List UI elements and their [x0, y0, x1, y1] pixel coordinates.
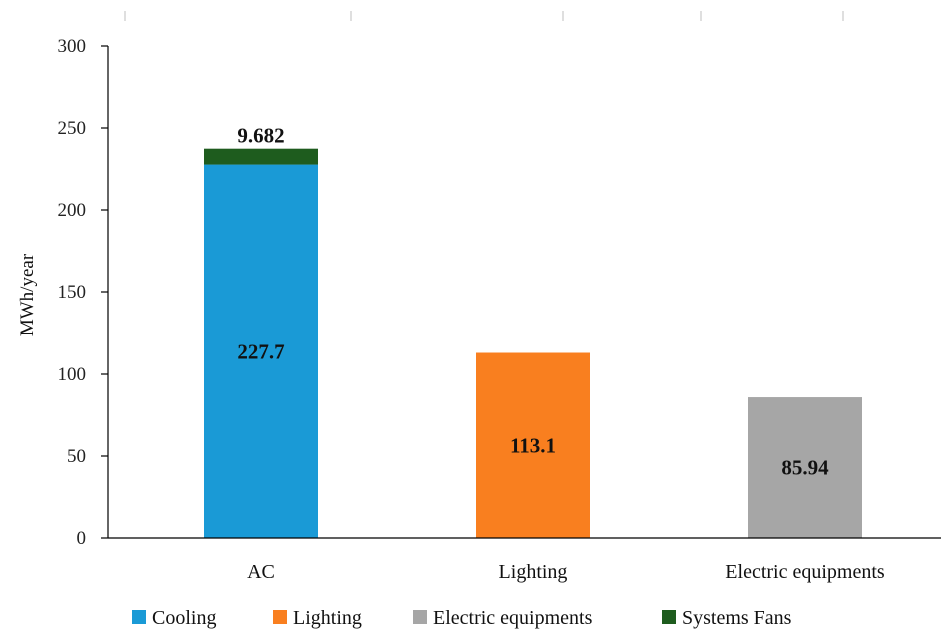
bar-lighting-1 — [476, 352, 590, 538]
legend-swatch-3 — [662, 610, 676, 624]
legend-swatch-2 — [413, 610, 427, 624]
bars: 227.7 9.682 113.1 85.94 — [204, 124, 862, 538]
legend-label-3: Systems Fans — [682, 607, 792, 629]
y-tick-label-5: 250 — [58, 118, 87, 139]
data-label-electric-equipments-2: 85.94 — [781, 456, 829, 480]
data-label-systems-fans-0: 9.682 — [237, 124, 284, 148]
legend-label-2: Electric equipments — [433, 607, 593, 629]
y-axis: 0 50 100 150 200 250 300 — [58, 36, 109, 549]
x-category-label-2: Electric equipments — [725, 561, 885, 583]
bar-systems-fans-0 — [204, 148, 318, 165]
legend-swatch-1 — [273, 610, 287, 624]
y-tick-label-1: 50 — [67, 446, 86, 467]
x-axis: AC Lighting Electric equipments — [108, 537, 941, 583]
y-tick-label-2: 100 — [58, 364, 87, 385]
y-axis-label: MWh/year — [17, 253, 38, 336]
bar-cooling-0 — [204, 164, 318, 538]
bar-electric-equipments-2 — [748, 397, 862, 538]
legend-label-0: Cooling — [152, 607, 216, 629]
y-tick-label-6: 300 — [58, 36, 87, 57]
legend: Cooling Lighting Electric equipments System… — [132, 607, 792, 629]
x-category-label-1: Lighting — [499, 561, 568, 583]
y-tick-label-4: 200 — [58, 200, 87, 221]
data-label-lighting-1: 113.1 — [510, 433, 556, 457]
top-tick-marks — [124, 11, 844, 21]
legend-label-1: Lighting — [293, 607, 362, 629]
x-category-label-0: AC — [247, 561, 275, 583]
y-tick-label-3: 150 — [58, 282, 87, 303]
data-label-cooling-0: 227.7 — [237, 339, 284, 363]
y-tick-label-0: 0 — [77, 528, 87, 549]
legend-swatch-0 — [132, 610, 146, 624]
